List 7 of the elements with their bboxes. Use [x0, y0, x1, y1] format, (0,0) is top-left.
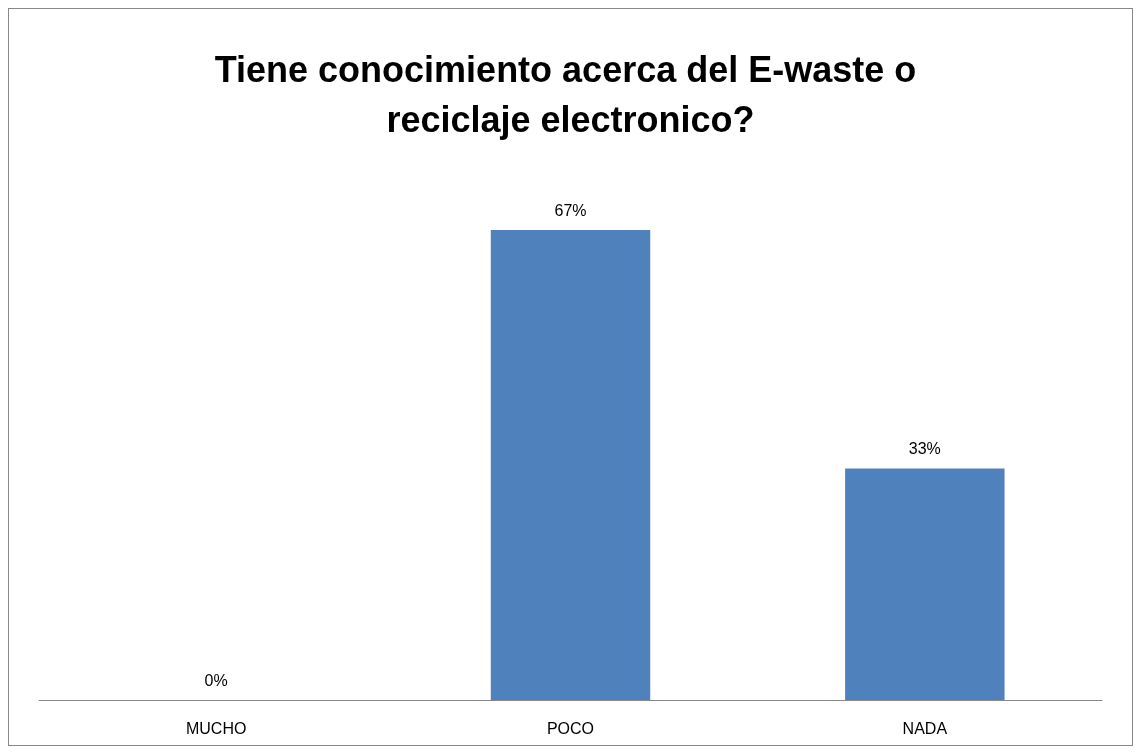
- x-tick-label: POCO: [546, 719, 595, 737]
- x-tick-label: MUCHO: [185, 719, 247, 737]
- data-label: 67%: [554, 201, 587, 219]
- chart-title: Tiene conocimiento acerca del E-waste o reciclaje electronico?: [214, 48, 927, 140]
- data-label: 0%: [204, 671, 228, 689]
- x-tick-label: NADA: [902, 719, 948, 737]
- data-label: 33%: [908, 440, 941, 458]
